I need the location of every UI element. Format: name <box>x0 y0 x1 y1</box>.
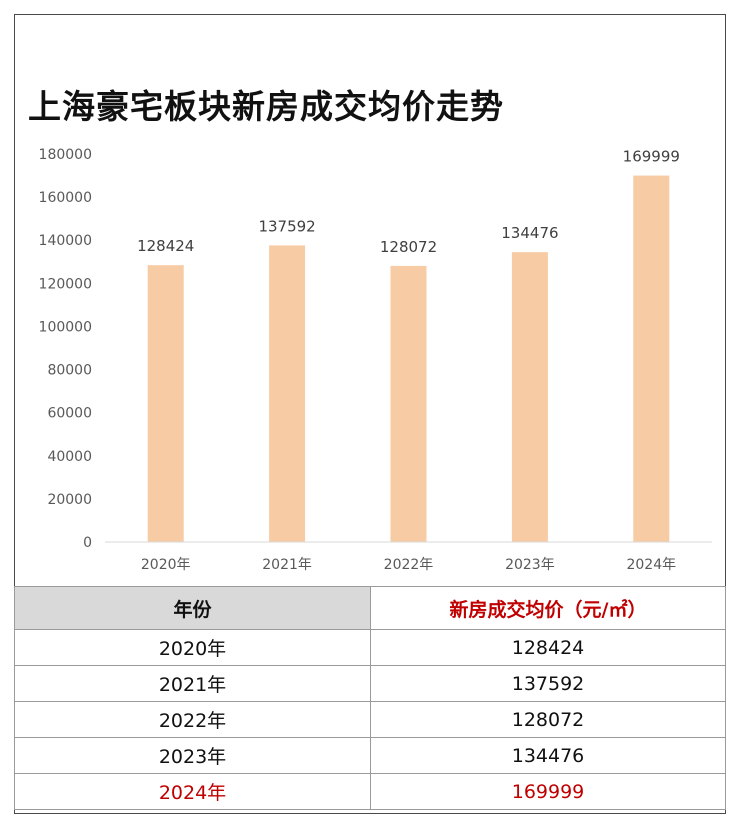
data-table: 年份 新房成交均价（元/㎡） 2020年 128424 2021年 137592… <box>14 586 726 810</box>
table-row: 2023年 134476 <box>14 737 726 774</box>
y-tick-label: 100000 <box>39 319 92 335</box>
bar <box>269 245 306 543</box>
y-tick-label: 0 <box>83 535 92 551</box>
table-row: 2021年 137592 <box>14 665 726 702</box>
bar-chart: 0 20000 40000 60000 80000 100000 120000 140000 1… <box>39 147 712 573</box>
price-cell: 128424 <box>370 629 726 666</box>
x-tick-label: 2024年 <box>626 557 676 573</box>
bar <box>511 252 548 542</box>
y-tick-label: 80000 <box>47 363 92 379</box>
year-cell-highlight: 2024年 <box>14 773 371 810</box>
price-header: 新房成交均价（元/㎡） <box>370 586 726 630</box>
chart-title: 上海豪宅板块新房成交均价走势 <box>28 87 504 126</box>
year-cell: 2020年 <box>14 629 371 666</box>
y-tick-label: 160000 <box>39 190 92 206</box>
bar <box>633 175 670 542</box>
x-tick-label: 2021年 <box>262 557 312 573</box>
year-cell: 2021年 <box>14 665 371 702</box>
year-header: 年份 <box>14 586 371 630</box>
y-tick-label: 180000 <box>39 147 92 163</box>
year-cell: 2023年 <box>14 737 371 774</box>
bar-value-label: 134476 <box>501 224 558 242</box>
x-tick-label: 2020年 <box>141 557 191 573</box>
bar-value-label: 128424 <box>137 237 194 255</box>
x-tick-label: 2023年 <box>505 557 555 573</box>
y-tick-label: 20000 <box>47 492 92 508</box>
price-cell: 137592 <box>370 665 726 702</box>
bar-value-label: 137592 <box>258 217 315 235</box>
table-row-highlight: 2024年 169999 <box>14 773 726 810</box>
y-tick-label: 140000 <box>39 233 92 249</box>
bars <box>147 175 670 543</box>
table-header-row: 年份 新房成交均价（元/㎡） <box>14 586 726 630</box>
y-tick-label: 120000 <box>39 276 92 292</box>
y-axis-ticks: 0 20000 40000 60000 80000 100000 120000 140000 1… <box>39 147 92 551</box>
x-axis-ticks: 2020年 2021年 2022年 2023年 2024年 <box>141 557 676 573</box>
price-cell: 128072 <box>370 701 726 738</box>
data-labels: 128424 137592 128072 134476 169999 <box>137 148 680 256</box>
bar <box>390 265 427 542</box>
y-tick-label: 60000 <box>47 406 92 422</box>
bar-value-label: 169999 <box>623 148 680 166</box>
x-tick-label: 2022年 <box>384 557 434 573</box>
y-tick-label: 40000 <box>47 449 92 465</box>
bar-value-label: 128072 <box>380 238 437 256</box>
bar <box>147 265 184 542</box>
price-cell: 134476 <box>370 737 726 774</box>
table-row: 2022年 128072 <box>14 701 726 738</box>
year-cell: 2022年 <box>14 701 371 738</box>
table-row: 2020年 128424 <box>14 629 726 666</box>
price-cell-highlight: 169999 <box>370 773 726 810</box>
